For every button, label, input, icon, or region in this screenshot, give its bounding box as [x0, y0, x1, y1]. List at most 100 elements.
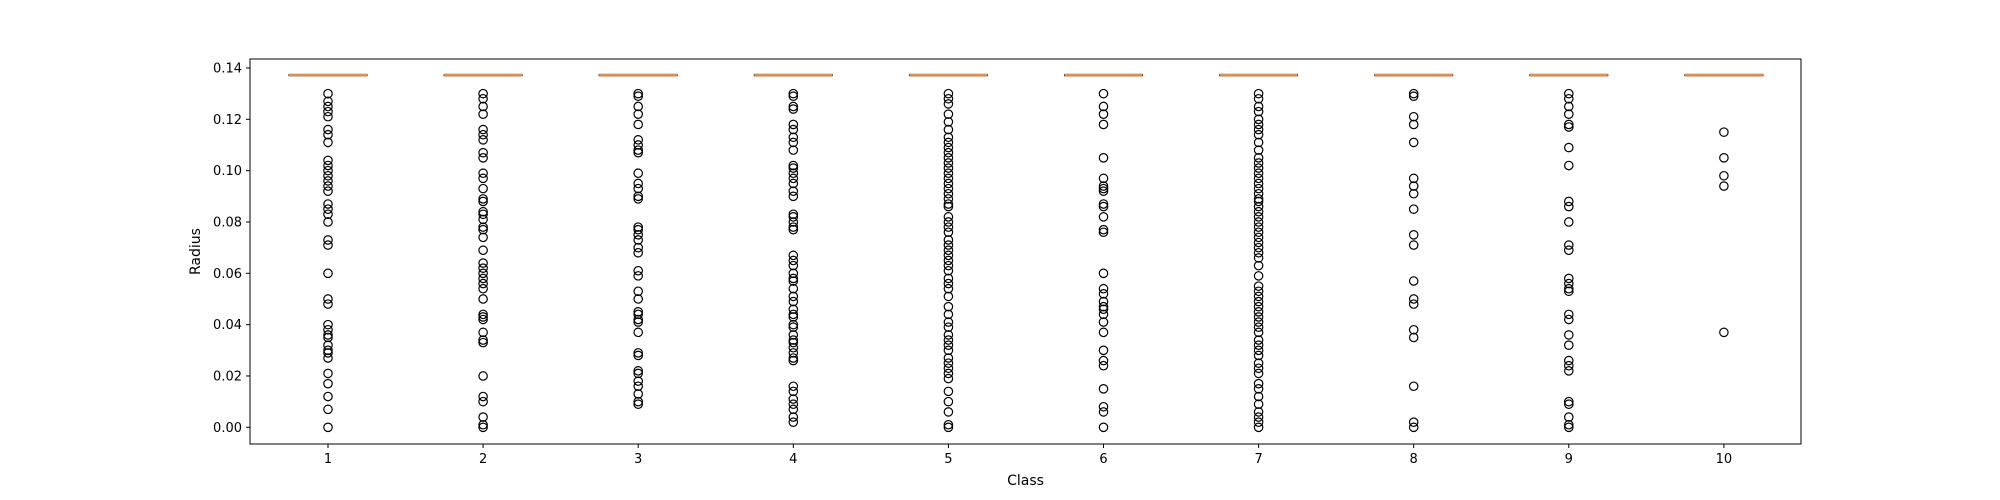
flier-point	[478, 412, 488, 422]
flier-point	[943, 345, 954, 356]
flier-point	[633, 119, 643, 130]
flier-point	[943, 117, 954, 127]
flier-point	[1253, 247, 1264, 258]
flier-point	[788, 337, 799, 348]
x-tick-label: 9	[1565, 452, 1573, 467]
flier-point	[788, 137, 799, 148]
x-tick-label: 4	[789, 452, 797, 467]
flier-point	[943, 109, 954, 119]
fliers-layer	[323, 88, 1729, 433]
flier-point	[323, 319, 333, 330]
flier-point	[943, 137, 954, 148]
flier-point	[1253, 260, 1264, 271]
flier-point	[1564, 366, 1574, 376]
flier-point	[788, 224, 799, 235]
flier-point	[1253, 168, 1264, 179]
flier-point	[1253, 237, 1264, 248]
flier-point	[943, 340, 954, 350]
flier-point	[788, 386, 799, 397]
flier-point	[788, 217, 799, 227]
flier-point	[478, 312, 488, 322]
flier-point	[1564, 142, 1574, 153]
flier-point	[1253, 227, 1264, 238]
flier-point	[788, 260, 799, 271]
flier-point	[1564, 330, 1574, 340]
flier-point	[478, 422, 488, 433]
flier-point	[1098, 183, 1109, 194]
y-tick-label: 0.12	[213, 113, 242, 128]
flier-point	[1564, 119, 1574, 130]
flier-point	[1253, 317, 1264, 327]
flier-point	[1408, 332, 1419, 343]
flier-point	[633, 376, 643, 386]
flier-point	[1098, 301, 1109, 312]
flier-point	[1564, 309, 1574, 320]
flier-point	[478, 93, 488, 104]
x-tick-label: 3	[634, 452, 642, 467]
flier-point	[1098, 317, 1109, 327]
flier-point	[943, 368, 954, 379]
flier-point	[943, 317, 954, 327]
flier-point	[633, 309, 643, 320]
flier-point	[633, 145, 643, 155]
flier-point	[943, 99, 954, 109]
flier-point	[1253, 222, 1264, 232]
flier-point	[1564, 88, 1574, 99]
flier-point	[1253, 183, 1264, 194]
flier-point	[1253, 340, 1264, 350]
flier-point	[1253, 145, 1264, 155]
flier-point	[1253, 286, 1264, 297]
flier-point	[1564, 93, 1574, 104]
flier-point	[633, 366, 643, 376]
flier-point	[788, 353, 799, 363]
flier-point	[323, 204, 333, 214]
flier-point	[323, 217, 333, 227]
flier-point	[633, 286, 643, 297]
flier-point	[943, 194, 954, 204]
flier-point	[1564, 273, 1574, 284]
flier-point	[478, 124, 488, 135]
flier-point	[788, 394, 799, 404]
flier-point	[323, 96, 333, 107]
flier-point	[1098, 309, 1109, 320]
flier-point	[1564, 419, 1574, 430]
flier-point	[943, 183, 954, 194]
flier-point	[633, 271, 643, 281]
flier-point	[1253, 399, 1264, 410]
flier-point	[1098, 173, 1109, 184]
flier-point	[943, 386, 954, 397]
flier-point	[633, 91, 643, 102]
flier-point	[633, 265, 643, 276]
flier-point	[478, 294, 488, 304]
flier-point	[943, 301, 954, 312]
flier-point	[788, 88, 799, 99]
flier-point	[323, 155, 333, 166]
flier-point	[1253, 188, 1264, 199]
flier-point	[478, 101, 488, 112]
flier-point	[1098, 201, 1109, 212]
flier-point	[1253, 307, 1264, 317]
flier-point	[323, 160, 333, 171]
flier-point	[478, 268, 488, 279]
flier-point	[788, 101, 799, 112]
flier-point	[1253, 358, 1264, 368]
flier-point	[943, 419, 954, 430]
flier-point	[478, 109, 488, 119]
flier-point	[1253, 417, 1264, 427]
flier-point	[1719, 327, 1729, 338]
flier-point	[478, 209, 488, 220]
flier-point	[1098, 199, 1109, 209]
flier-point	[1098, 268, 1109, 279]
flier-point	[323, 170, 333, 181]
flier-point	[788, 291, 799, 302]
flier-point	[1564, 160, 1574, 171]
flier-point	[633, 101, 643, 112]
x-tick-label: 1	[324, 452, 332, 467]
ticks-layer: 0.00 0.02 0.04 0.06 0.08 0.10 0.12 0.14 1 2 3 4 5 6 7 8…	[213, 61, 1732, 467]
flier-point	[323, 268, 333, 279]
flier-point	[788, 186, 799, 196]
flier-point	[633, 307, 643, 317]
flier-point	[1098, 227, 1109, 238]
flier-point	[633, 147, 643, 158]
flier-point	[943, 142, 954, 153]
